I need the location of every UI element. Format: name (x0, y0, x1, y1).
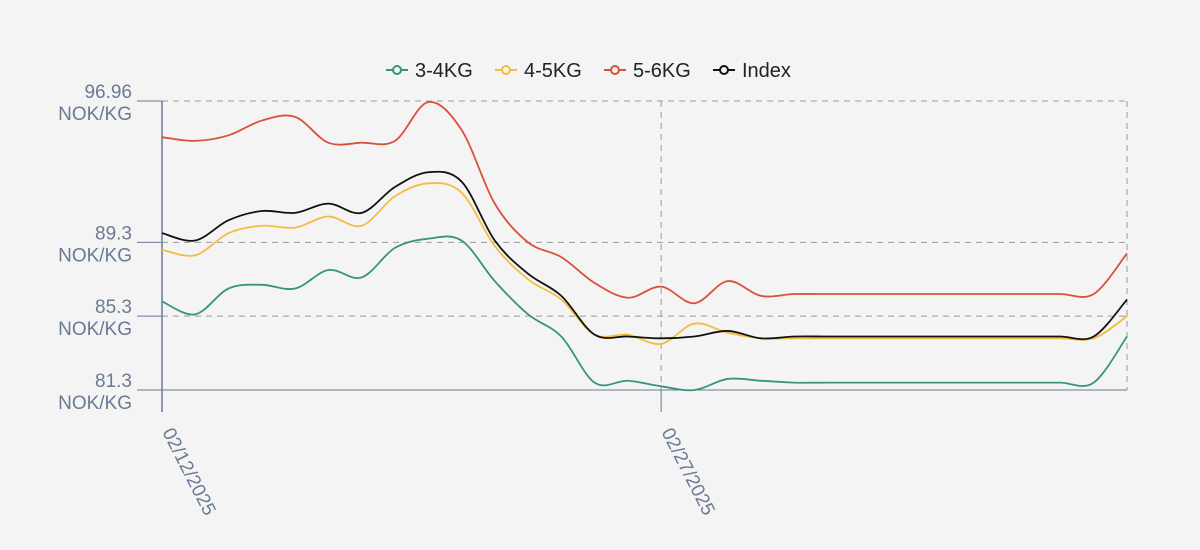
legend-item-index[interactable]: Index (713, 60, 791, 82)
y-tick-label: 81.3 (95, 371, 132, 392)
legend-label: 3-4KG (415, 60, 473, 82)
axes (137, 100, 1127, 412)
legend-marker-icon (719, 65, 729, 75)
legend-marker-icon (392, 65, 402, 75)
x-axis-ticks: 02/12/2025 02/27/2025 (158, 425, 719, 519)
y-tick-label: 85.3 (95, 297, 132, 318)
legend-marker-icon (501, 65, 511, 75)
legend-label: Index (742, 60, 791, 82)
y-tick-label: 89.3 (95, 223, 132, 244)
x-tick-label: 02/27/2025 (657, 425, 719, 519)
series-line-index (161, 170, 1128, 341)
y-tick-unit: NOK/KG (58, 104, 132, 125)
series-line-5-6kg (161, 101, 1128, 305)
x-tick-label: 02/12/2025 (158, 425, 220, 519)
legend-label: 4-5KG (524, 60, 582, 82)
y-tick-unit: NOK/KG (58, 319, 132, 340)
legend-label: 5-6KG (633, 60, 691, 82)
y-axis-ticks: 81.3NOK/KG85.3NOK/KG89.3NOK/KG96.96NOK/K… (58, 82, 132, 414)
series-line-4-5kg (161, 182, 1128, 345)
legend-item-3-4kg[interactable]: 3-4KG (386, 60, 473, 82)
grid (162, 100, 1128, 391)
series-lines (161, 101, 1128, 392)
y-tick-unit: NOK/KG (58, 393, 132, 414)
legend-item-4-5kg[interactable]: 4-5KG (495, 60, 582, 82)
y-tick-unit: NOK/KG (58, 245, 132, 266)
series-line-3-4kg (161, 235, 1128, 392)
legend-item-5-6kg[interactable]: 5-6KG (604, 60, 691, 82)
y-tick-label: 96.96 (84, 82, 132, 103)
legend[interactable]: 3-4KG 4-5KG 5-6KG Index (386, 60, 791, 82)
legend-marker-icon (610, 65, 620, 75)
